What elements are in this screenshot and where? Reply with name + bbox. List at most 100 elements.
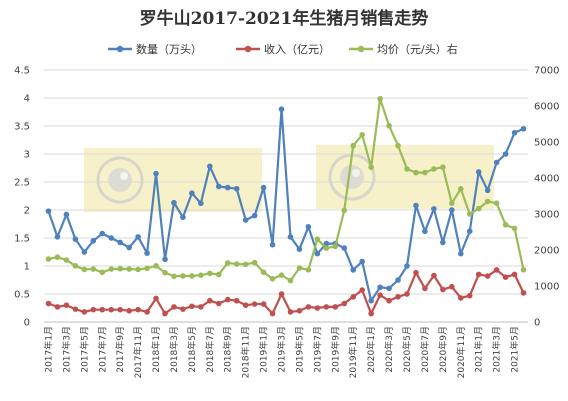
data-point	[54, 304, 61, 310]
data-point	[117, 265, 123, 272]
data-point	[260, 184, 267, 191]
data-point	[422, 228, 428, 235]
data-point	[475, 205, 482, 212]
data-point	[440, 239, 446, 246]
data-point	[45, 300, 52, 307]
right-tick-label: 2000	[534, 246, 559, 257]
data-point	[475, 169, 482, 175]
gridlines	[44, 69, 528, 323]
data-point	[404, 263, 410, 269]
data-point	[72, 236, 79, 242]
legend-item: 均价（元/头）右	[349, 42, 458, 56]
data-point	[153, 170, 159, 177]
data-point	[377, 96, 383, 102]
data-point	[395, 294, 401, 300]
x-tick-label: 2017年5月	[78, 326, 90, 373]
data-point	[153, 295, 159, 302]
data-point	[314, 236, 321, 242]
right-tick-label: 0	[534, 318, 540, 329]
data-point	[520, 290, 527, 296]
left-tick-label: 2.5	[14, 178, 30, 189]
data-point	[413, 269, 419, 276]
data-point	[135, 234, 141, 240]
x-tick-label: 2021年3月	[491, 326, 503, 373]
data-point	[341, 300, 348, 307]
data-point	[45, 256, 52, 262]
data-point	[359, 287, 365, 293]
data-point	[404, 166, 410, 172]
left-tick-label: 0.5	[14, 290, 30, 301]
x-tick-label: 2020年3月	[383, 326, 395, 373]
data-point	[493, 159, 500, 166]
data-point	[108, 306, 115, 313]
legend-label: 数量（万头）	[136, 43, 202, 56]
x-tick-label: 2020年11月	[455, 326, 467, 378]
data-point	[287, 234, 294, 240]
watermark-logo	[316, 145, 494, 209]
data-point	[484, 273, 491, 279]
data-point	[431, 206, 437, 212]
data-point	[251, 301, 258, 307]
data-point	[108, 235, 115, 241]
data-point	[198, 200, 204, 207]
data-point	[502, 274, 509, 281]
data-point	[323, 240, 330, 247]
data-point	[269, 241, 276, 248]
x-tick-label: 2018年9月	[222, 326, 234, 373]
data-point	[99, 230, 106, 237]
data-point	[332, 304, 339, 310]
right-tick-label: 5000	[534, 138, 559, 149]
data-point	[278, 272, 285, 279]
data-point	[466, 292, 473, 299]
data-point	[296, 308, 303, 314]
data-point	[81, 266, 88, 273]
data-point	[135, 306, 141, 313]
data-point	[126, 266, 132, 272]
data-point	[493, 267, 500, 273]
data-point	[99, 306, 106, 313]
x-tick-label: 2018年7月	[204, 326, 216, 373]
right-tick-label: 6000	[534, 102, 559, 113]
data-point	[162, 256, 168, 263]
data-point	[99, 269, 106, 276]
data-point	[511, 271, 518, 278]
data-point	[278, 291, 285, 297]
legend-item: 收入（亿元）	[236, 42, 330, 56]
data-point	[359, 132, 365, 138]
data-point	[449, 283, 455, 290]
data-point	[323, 304, 330, 310]
x-tick-label: 2021年5月	[509, 326, 521, 373]
left-tick-label: 0	[24, 318, 30, 329]
data-point	[144, 265, 150, 272]
x-tick-label: 2018年5月	[186, 326, 198, 373]
data-point	[520, 267, 527, 273]
left-tick-label: 1.5	[14, 234, 30, 245]
data-point	[287, 277, 294, 284]
watermark-circle-icon	[96, 156, 144, 204]
data-point	[126, 244, 132, 251]
data-point	[502, 222, 509, 228]
data-point	[224, 296, 231, 303]
data-point	[207, 297, 213, 304]
data-point	[180, 214, 186, 221]
data-point	[466, 228, 473, 235]
data-point	[224, 184, 231, 191]
data-point	[54, 254, 61, 260]
data-point	[242, 302, 249, 309]
data-point	[449, 200, 455, 206]
data-point	[413, 202, 419, 209]
data-point	[395, 142, 401, 149]
watermark-eye-icon	[340, 165, 364, 189]
data-point	[189, 190, 195, 196]
x-tick-label: 2019年9月	[329, 326, 341, 373]
data-point	[386, 285, 392, 292]
data-point	[413, 169, 419, 176]
legend-swatch-marker	[244, 45, 252, 53]
data-point	[341, 245, 348, 251]
x-axis: 2017年1月 2017年3月 2017年5月 2017年7月 2017年9月 2017年…	[42, 326, 520, 378]
right-axis: 0 1000 2000 3000 4000 5000 6000 7000	[534, 66, 559, 329]
data-point	[475, 271, 482, 278]
data-point	[449, 207, 455, 213]
x-tick-label: 2017年9月	[114, 326, 126, 373]
